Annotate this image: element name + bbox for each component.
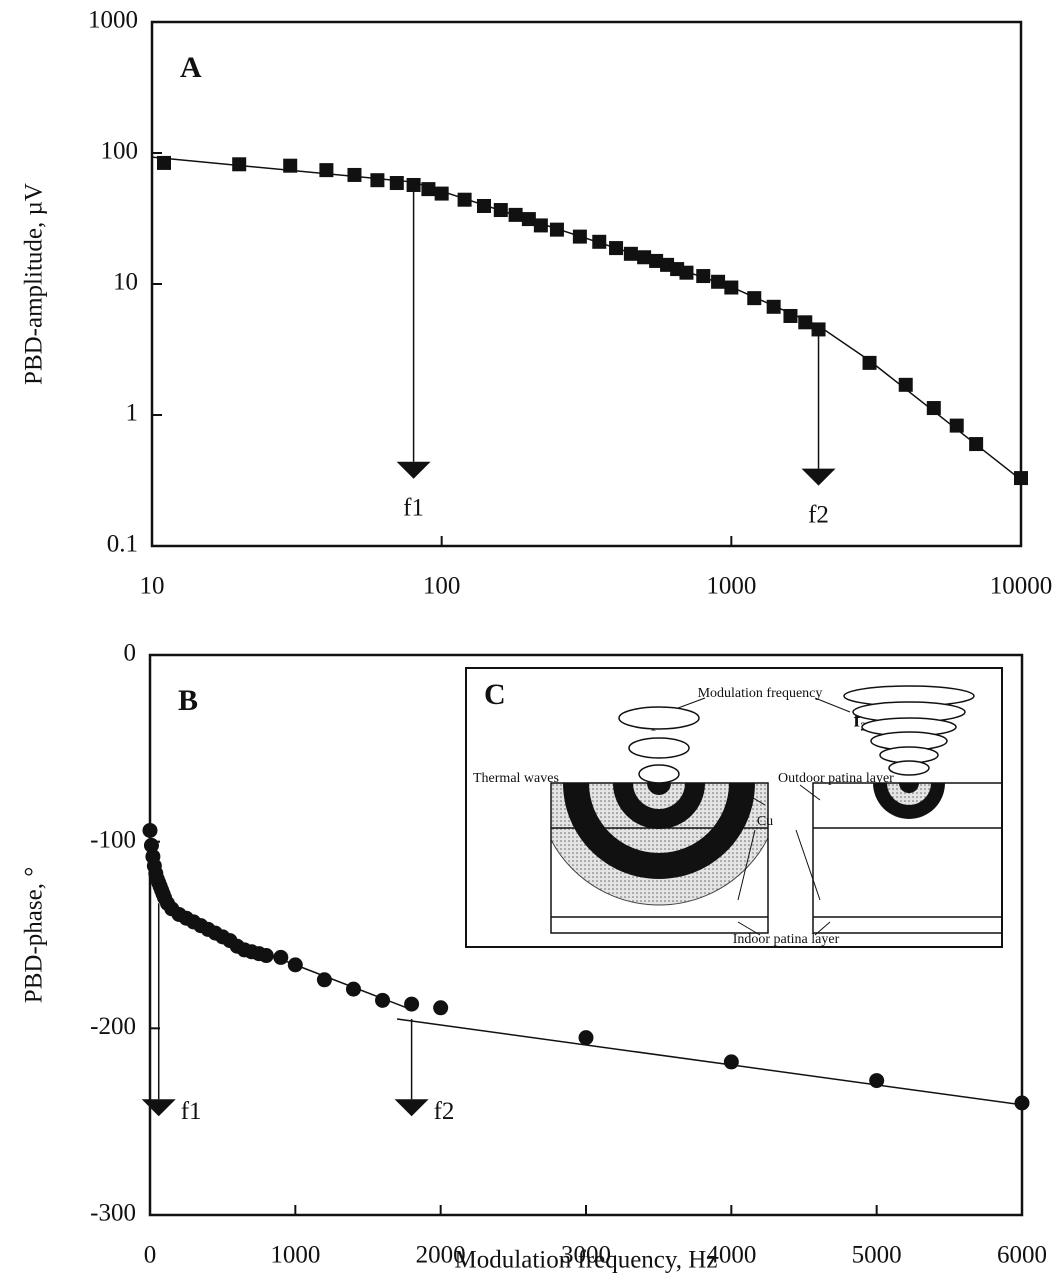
x-tick-label: 4000 [706, 1242, 756, 1269]
y-axis-label: PBD-phase, ° [21, 867, 48, 1003]
arrow-head [394, 1099, 429, 1117]
fit-line [396, 1018, 1023, 1106]
point [723, 1054, 739, 1070]
x-tick-label: 100 [423, 573, 461, 600]
outdoor-layer-label: Outdoor patina layer [778, 771, 894, 786]
y-tick-label: -100 [90, 826, 136, 853]
arrow-label: f1 [403, 494, 424, 521]
x-tick-label: 1000 [706, 573, 756, 600]
arrow-head [141, 1099, 176, 1117]
point [457, 192, 472, 207]
panel-label: B [178, 684, 198, 717]
thermal-waves-label: Thermal waves [473, 771, 559, 786]
indoor-layer-label: Indoor patina layer [733, 932, 840, 947]
point [747, 291, 762, 306]
point [679, 265, 694, 280]
y-tick-label: 100 [101, 138, 139, 165]
y-tick-label: 0.1 [107, 531, 138, 558]
x-tick-label: 6000 [997, 1242, 1047, 1269]
inset-title: Modulation frequency [698, 686, 823, 701]
y-tick-label: 10 [113, 269, 138, 296]
point [389, 176, 404, 191]
x-tick-label: 5000 [852, 1242, 902, 1269]
plot-frame [150, 20, 1023, 548]
point [476, 198, 491, 213]
arrow-label: f2 [808, 501, 829, 528]
x-tick-label: 0 [144, 1242, 157, 1269]
point [949, 418, 964, 433]
y-tick-label: 1000 [88, 7, 138, 34]
point [370, 173, 385, 188]
point [578, 1030, 594, 1046]
x-axis-label: Modulation frequency, Hz [455, 1247, 718, 1274]
point [862, 355, 877, 370]
x-tick-label: 2000 [416, 1242, 466, 1269]
fit-line [151, 156, 1022, 481]
point [926, 401, 941, 416]
inset-label: C [484, 678, 506, 711]
y-tick-label: -300 [90, 1200, 136, 1227]
point [156, 155, 171, 170]
leader [737, 784, 831, 936]
x-tick-label: 10 [140, 573, 165, 600]
point [319, 163, 334, 178]
point [1014, 471, 1028, 486]
fit-line [149, 830, 412, 1011]
wave-ellipses [618, 685, 975, 784]
samples [550, 782, 1003, 934]
point [696, 269, 711, 284]
point [433, 1000, 449, 1016]
point [592, 234, 607, 249]
point [623, 246, 638, 261]
arrow-label: f1 [181, 1098, 202, 1125]
thermal-waves-left [551, 783, 768, 906]
y-tick-label: -200 [90, 1013, 136, 1040]
point [283, 158, 298, 173]
x-tick-label: 3000 [561, 1242, 611, 1269]
point [549, 222, 564, 237]
arrow-label: f2 [434, 1098, 455, 1125]
y-tick-label: 1 [126, 400, 139, 427]
inset-diagram: C Modulation frequency f₁ f₂ Thermal wav… [465, 667, 1003, 948]
point [347, 167, 362, 182]
point [766, 299, 781, 314]
point [232, 157, 247, 172]
point [1014, 1095, 1030, 1111]
y-tick-label: 0 [124, 640, 137, 667]
panel-label: A [180, 51, 202, 84]
point [898, 377, 913, 392]
x-tick-label: 1000 [270, 1242, 320, 1269]
point [316, 972, 332, 988]
arrow-head [801, 468, 836, 486]
y-axis-label: PBD-amplitude, µV [21, 183, 48, 385]
thermal-waves-right [873, 783, 945, 819]
arrow-head [396, 461, 431, 479]
x-tick-label: 10000 [990, 573, 1053, 600]
cu-label: Cu [757, 814, 773, 829]
